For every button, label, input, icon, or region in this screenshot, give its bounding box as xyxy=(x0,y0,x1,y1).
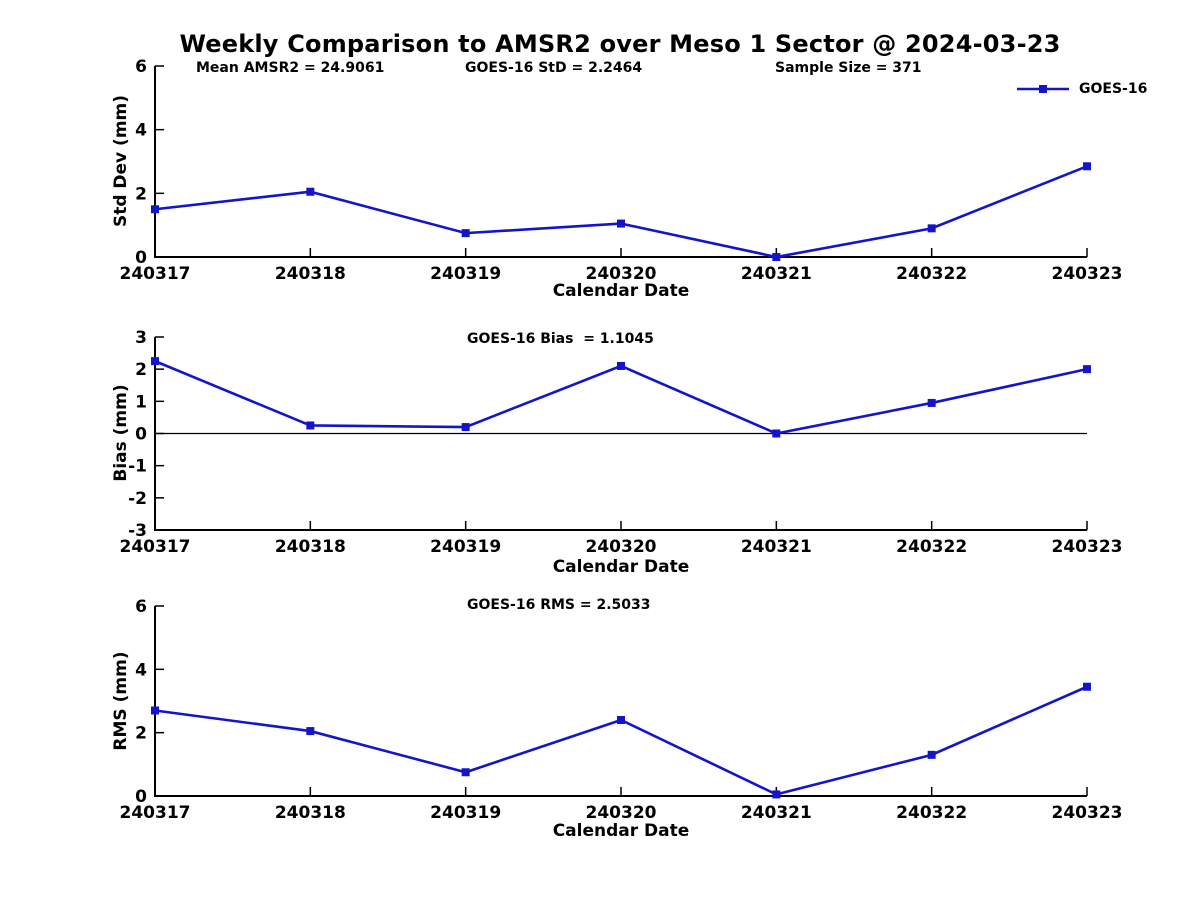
series-marker xyxy=(306,727,315,736)
series-marker xyxy=(461,423,470,432)
xlabel-calendar-date-3: Calendar Date xyxy=(552,821,690,841)
annotation-rms: GOES-16 RMS = 2.5033 xyxy=(467,597,651,613)
series-marker xyxy=(1083,365,1091,374)
y-tick-label: 2 xyxy=(135,184,147,204)
x-tick-label: 240322 xyxy=(896,803,967,823)
x-tick-label: 240318 xyxy=(275,537,346,557)
x-tick-label: 240319 xyxy=(430,264,501,284)
y-tick-label: 6 xyxy=(135,57,147,77)
x-tick-label: 240317 xyxy=(120,264,191,284)
series-marker xyxy=(927,398,936,407)
series-marker xyxy=(772,253,781,261)
x-tick-label: 240317 xyxy=(120,537,191,557)
x-tick-label: 240323 xyxy=(1052,537,1123,557)
y-tick-label: -3 xyxy=(128,521,147,541)
x-tick-label: 240321 xyxy=(741,537,812,557)
chart-title: Weekly Comparison to AMSR2 over Meso 1 S… xyxy=(179,30,1061,58)
xlabel-calendar-date-1: Calendar Date xyxy=(552,281,690,301)
series-marker xyxy=(1083,682,1091,691)
x-tick-label: 240322 xyxy=(896,264,967,284)
xlabel-calendar-date-2: Calendar Date xyxy=(552,557,690,577)
legend-line-marker-icon xyxy=(1017,85,1069,93)
legend: GOES-16 xyxy=(1016,81,1147,97)
x-tick-label: 240321 xyxy=(741,803,812,823)
legend-marker xyxy=(1039,85,1047,93)
series-marker xyxy=(617,361,625,370)
x-tick-label: 240320 xyxy=(586,264,657,284)
series-marker xyxy=(461,229,470,238)
annotation-bias: GOES-16 Bias = 1.1045 xyxy=(467,331,654,347)
series-marker xyxy=(151,205,159,214)
series-marker xyxy=(151,706,159,715)
x-tick-label: 240323 xyxy=(1052,803,1123,823)
series-marker xyxy=(772,790,781,799)
y-tick-label: -1 xyxy=(128,457,147,477)
x-tick-label: 240319 xyxy=(430,537,501,557)
stat-sample-size: Sample Size = 371 xyxy=(775,60,922,76)
y-tick-label: 2 xyxy=(135,724,147,744)
y-tick-label: 4 xyxy=(135,121,147,141)
x-tick-label: 240321 xyxy=(741,264,812,284)
legend-label: GOES-16 xyxy=(1079,81,1148,97)
ylabel-bias: Bias (mm) xyxy=(111,384,131,482)
series-marker xyxy=(617,219,625,228)
series-marker xyxy=(927,224,936,233)
series-line xyxy=(154,165,1088,259)
x-tick-label: 240318 xyxy=(275,803,346,823)
y-tick-label: -2 xyxy=(128,489,147,509)
series-marker xyxy=(772,429,781,438)
x-tick-label: 240319 xyxy=(430,803,501,823)
axis-spines xyxy=(154,66,1087,258)
series-marker xyxy=(461,768,470,777)
x-tick-label: 240320 xyxy=(586,803,657,823)
series-line xyxy=(154,685,1088,796)
axis-spines xyxy=(154,606,1087,797)
ylabel-rms: RMS (mm) xyxy=(111,651,131,751)
series-line xyxy=(154,359,1088,435)
series-marker xyxy=(306,421,315,430)
series-marker xyxy=(927,750,936,759)
series-marker xyxy=(151,357,159,366)
x-tick-label: 240323 xyxy=(1052,264,1123,284)
y-tick-label: 1 xyxy=(135,392,147,412)
y-tick-label: 0 xyxy=(135,787,147,807)
stat-goes16-std: GOES-16 StD = 2.2464 xyxy=(465,60,643,76)
y-tick-label: 0 xyxy=(135,425,147,445)
series-marker xyxy=(306,187,315,196)
y-tick-label: 3 xyxy=(135,328,147,348)
series-marker xyxy=(1083,162,1091,171)
stat-mean-amsr2: Mean AMSR2 = 24.9061 xyxy=(196,60,385,76)
y-tick-label: 6 xyxy=(135,597,147,617)
x-tick-label: 240322 xyxy=(896,537,967,557)
ylabel-std-dev: Std Dev (mm) xyxy=(111,94,131,228)
y-tick-label: 4 xyxy=(135,660,147,680)
series-marker xyxy=(617,716,625,724)
y-tick-label: 0 xyxy=(135,248,147,268)
y-tick-label: 2 xyxy=(135,360,147,380)
x-tick-label: 240318 xyxy=(275,264,346,284)
x-tick-label: 240317 xyxy=(120,803,191,823)
x-tick-label: 240320 xyxy=(586,537,657,557)
